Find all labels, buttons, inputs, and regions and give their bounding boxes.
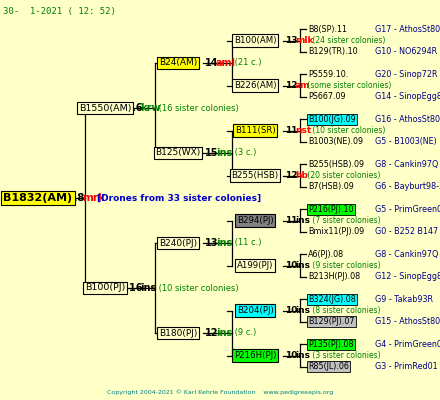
Text: 11: 11 <box>285 216 297 225</box>
Text: G5 - B1003(NE): G5 - B1003(NE) <box>375 137 437 146</box>
Text: 14: 14 <box>205 58 219 68</box>
Text: (9 sister colonies): (9 sister colonies) <box>310 261 381 270</box>
Text: R85(JL).06: R85(JL).06 <box>308 362 349 371</box>
Text: ins: ins <box>295 351 310 360</box>
Text: G15 - AthosSt80R: G15 - AthosSt80R <box>375 317 440 326</box>
Text: B180(PJ): B180(PJ) <box>159 328 197 338</box>
Text: 13: 13 <box>285 36 297 45</box>
Text: (24 sister colonies): (24 sister colonies) <box>310 36 385 45</box>
Text: B100(PJ): B100(PJ) <box>85 284 125 292</box>
Text: 18: 18 <box>70 193 88 203</box>
Text: B240(PJ): B240(PJ) <box>159 238 197 248</box>
Text: ins: ins <box>295 261 310 270</box>
Text: B1003(NE).09: B1003(NE).09 <box>308 137 363 146</box>
Text: G0 - B252 B147 B: G0 - B252 B147 B <box>375 227 440 236</box>
Text: B255(HSB): B255(HSB) <box>231 171 279 180</box>
Text: 10: 10 <box>285 306 297 315</box>
Text: G8 - Cankin97Q: G8 - Cankin97Q <box>375 250 438 259</box>
Text: 12: 12 <box>285 81 297 90</box>
Text: ins: ins <box>216 148 232 158</box>
Text: 15: 15 <box>205 148 219 158</box>
Text: B8(SP).11: B8(SP).11 <box>308 25 347 34</box>
Text: nst: nst <box>295 126 311 135</box>
Text: mlk: mlk <box>295 36 313 45</box>
Text: Bmix11(PJ).09: Bmix11(PJ).09 <box>308 227 364 236</box>
Text: (11 c.): (11 c.) <box>232 238 262 248</box>
Text: (3 sister colonies): (3 sister colonies) <box>310 351 381 360</box>
Text: B294(PJ): B294(PJ) <box>237 216 273 225</box>
Text: am: am <box>295 81 311 90</box>
Text: G17 - AthosSt80R: G17 - AthosSt80R <box>375 25 440 34</box>
Text: G5 - PrimGreen00: G5 - PrimGreen00 <box>375 205 440 214</box>
Text: B1550(AM): B1550(AM) <box>79 104 131 112</box>
Text: G12 - SinopEgg86R: G12 - SinopEgg86R <box>375 272 440 281</box>
Text: G20 - Sinop72R: G20 - Sinop72R <box>375 70 437 79</box>
Text: P135(PJ).08: P135(PJ).08 <box>308 340 353 349</box>
Text: A6(PJ).08: A6(PJ).08 <box>308 250 344 259</box>
Text: 30-  1-2021 ( 12: 52): 30- 1-2021 ( 12: 52) <box>3 7 116 16</box>
Text: PS559.10.: PS559.10. <box>308 70 348 79</box>
Text: 10: 10 <box>285 261 297 270</box>
Text: B213H(PJ).08: B213H(PJ).08 <box>308 272 360 281</box>
Text: aml: aml <box>216 58 236 68</box>
Text: (some sister colonies): (some sister colonies) <box>305 81 391 90</box>
Text: (9 c.): (9 c.) <box>232 328 257 338</box>
Text: B100(JG).09: B100(JG).09 <box>308 115 356 124</box>
Text: 13: 13 <box>205 238 219 248</box>
Text: 11: 11 <box>285 126 297 135</box>
Text: G6 - Bayburt98-3: G6 - Bayburt98-3 <box>375 182 440 191</box>
Text: (8 sister colonies): (8 sister colonies) <box>310 306 381 315</box>
Text: B129(TR).10: B129(TR).10 <box>308 47 358 56</box>
Text: (7 sister colonies): (7 sister colonies) <box>310 216 381 225</box>
Text: ins: ins <box>216 238 232 248</box>
Text: G3 - PrimRed01: G3 - PrimRed01 <box>375 362 438 371</box>
Text: ins: ins <box>140 283 156 293</box>
Text: G9 - Takab93R: G9 - Takab93R <box>375 295 433 304</box>
Text: ins: ins <box>295 216 310 225</box>
Text: A199(PJ): A199(PJ) <box>237 261 273 270</box>
Text: B324(JG).08: B324(JG).08 <box>308 295 356 304</box>
Text: P216(PJ).10: P216(PJ).10 <box>308 205 353 214</box>
Text: G14 - SinopEgg86R: G14 - SinopEgg86R <box>375 92 440 101</box>
Text: Copyright 2004-2021 © Karl Kehrle Foundation    www.pedigreeapis.org: Copyright 2004-2021 © Karl Kehrle Founda… <box>107 389 333 395</box>
Text: (3 c.): (3 c.) <box>232 148 257 158</box>
Text: B7(HSB).09: B7(HSB).09 <box>308 182 354 191</box>
Text: B204(PJ): B204(PJ) <box>237 306 273 315</box>
Text: (20 sister colonies): (20 sister colonies) <box>305 171 380 180</box>
Text: P216H(PJ): P216H(PJ) <box>234 351 276 360</box>
Text: (10 sister colonies): (10 sister colonies) <box>157 284 239 292</box>
Text: B111(SR): B111(SR) <box>235 126 275 135</box>
Text: (16 sister colonies): (16 sister colonies) <box>157 104 239 112</box>
Text: PS667.09: PS667.09 <box>308 92 346 101</box>
Text: 16: 16 <box>129 283 146 293</box>
Text: 16: 16 <box>129 103 146 113</box>
Text: G4 - PrimGreen00: G4 - PrimGreen00 <box>375 340 440 349</box>
Text: ins: ins <box>216 328 232 338</box>
Text: B255(HSB).09: B255(HSB).09 <box>308 160 364 169</box>
Text: (10 sister colonies): (10 sister colonies) <box>310 126 385 135</box>
Text: 10: 10 <box>285 351 297 360</box>
Text: 12: 12 <box>205 328 219 338</box>
Text: B1832(AM): B1832(AM) <box>4 193 73 203</box>
Text: G8 - Cankin97Q: G8 - Cankin97Q <box>375 160 438 169</box>
Text: krw: krw <box>140 103 161 113</box>
Text: G10 - NO6294R: G10 - NO6294R <box>375 47 437 56</box>
Text: [Drones from 33 sister colonies]: [Drones from 33 sister colonies] <box>97 194 261 202</box>
Text: B100(AM): B100(AM) <box>234 36 276 45</box>
Text: G16 - AthosSt80R: G16 - AthosSt80R <box>375 115 440 124</box>
Text: 12: 12 <box>285 171 297 180</box>
Text: B129(PJ).07: B129(PJ).07 <box>308 317 355 326</box>
Text: mrk: mrk <box>82 193 105 203</box>
Text: (21 c.): (21 c.) <box>232 58 262 68</box>
Text: B24(AM): B24(AM) <box>159 58 197 68</box>
Text: B125(WX): B125(WX) <box>155 148 201 158</box>
Text: ins: ins <box>295 306 310 315</box>
Text: hb: hb <box>295 171 308 180</box>
Text: B226(AM): B226(AM) <box>234 81 276 90</box>
